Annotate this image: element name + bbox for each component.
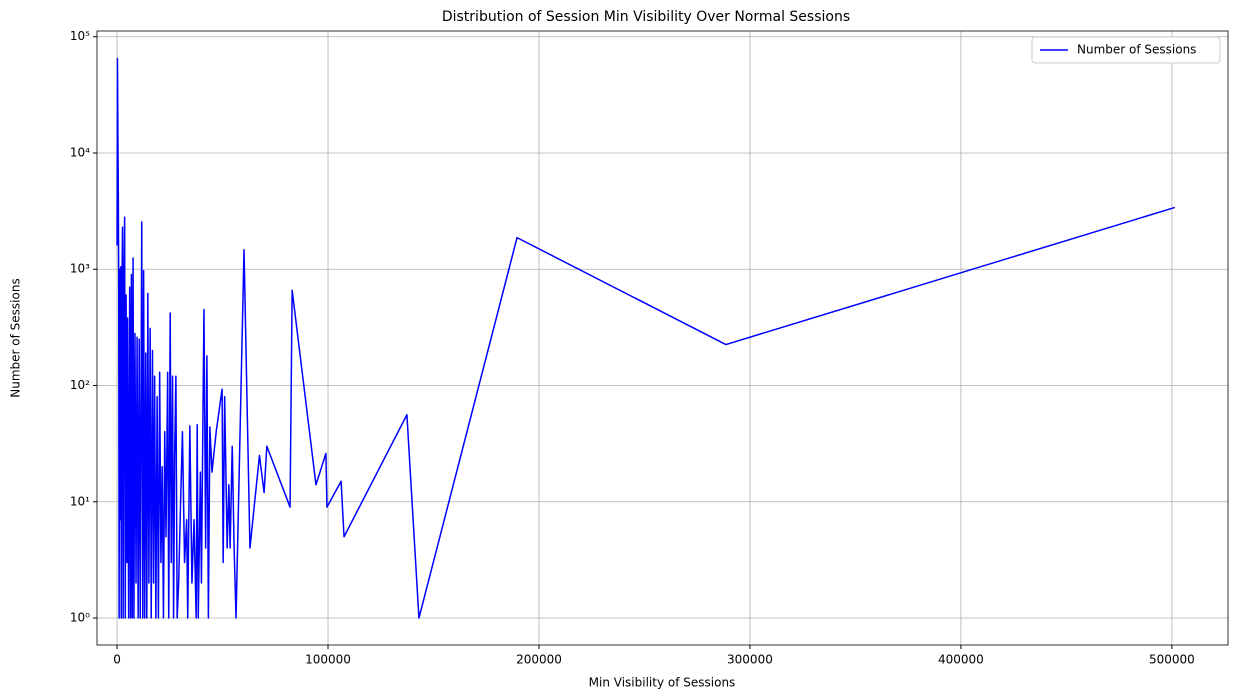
legend-label: Number of Sessions	[1077, 43, 1196, 57]
x-tick-label: 200000	[516, 653, 562, 667]
y-tick-label: 10¹	[70, 494, 90, 508]
y-tick-label: 10⁰	[70, 611, 90, 625]
x-tick-label: 400000	[938, 653, 984, 667]
y-tick-label: 10³	[70, 262, 90, 276]
y-axis-label: Number of Sessions	[9, 278, 23, 397]
legend: Number of Sessions	[1031, 36, 1221, 64]
x-tick-label: 100000	[305, 653, 351, 667]
data-line	[116, 57, 1176, 619]
chart-title: Distribution of Session Min Visibility O…	[442, 9, 850, 25]
y-tick-label: 10⁵	[70, 29, 90, 43]
y-tick-label: 10²	[70, 378, 90, 392]
x-axis-label: Min Visibility of Sessions	[589, 676, 736, 690]
legend-box	[1031, 36, 1221, 64]
x-tick-label: 0	[113, 653, 121, 667]
x-tick-label: 500000	[1149, 653, 1195, 667]
y-tick-label: 10⁴	[70, 145, 90, 159]
x-tick-label: 300000	[727, 653, 773, 667]
plot-frame	[96, 30, 1229, 646]
